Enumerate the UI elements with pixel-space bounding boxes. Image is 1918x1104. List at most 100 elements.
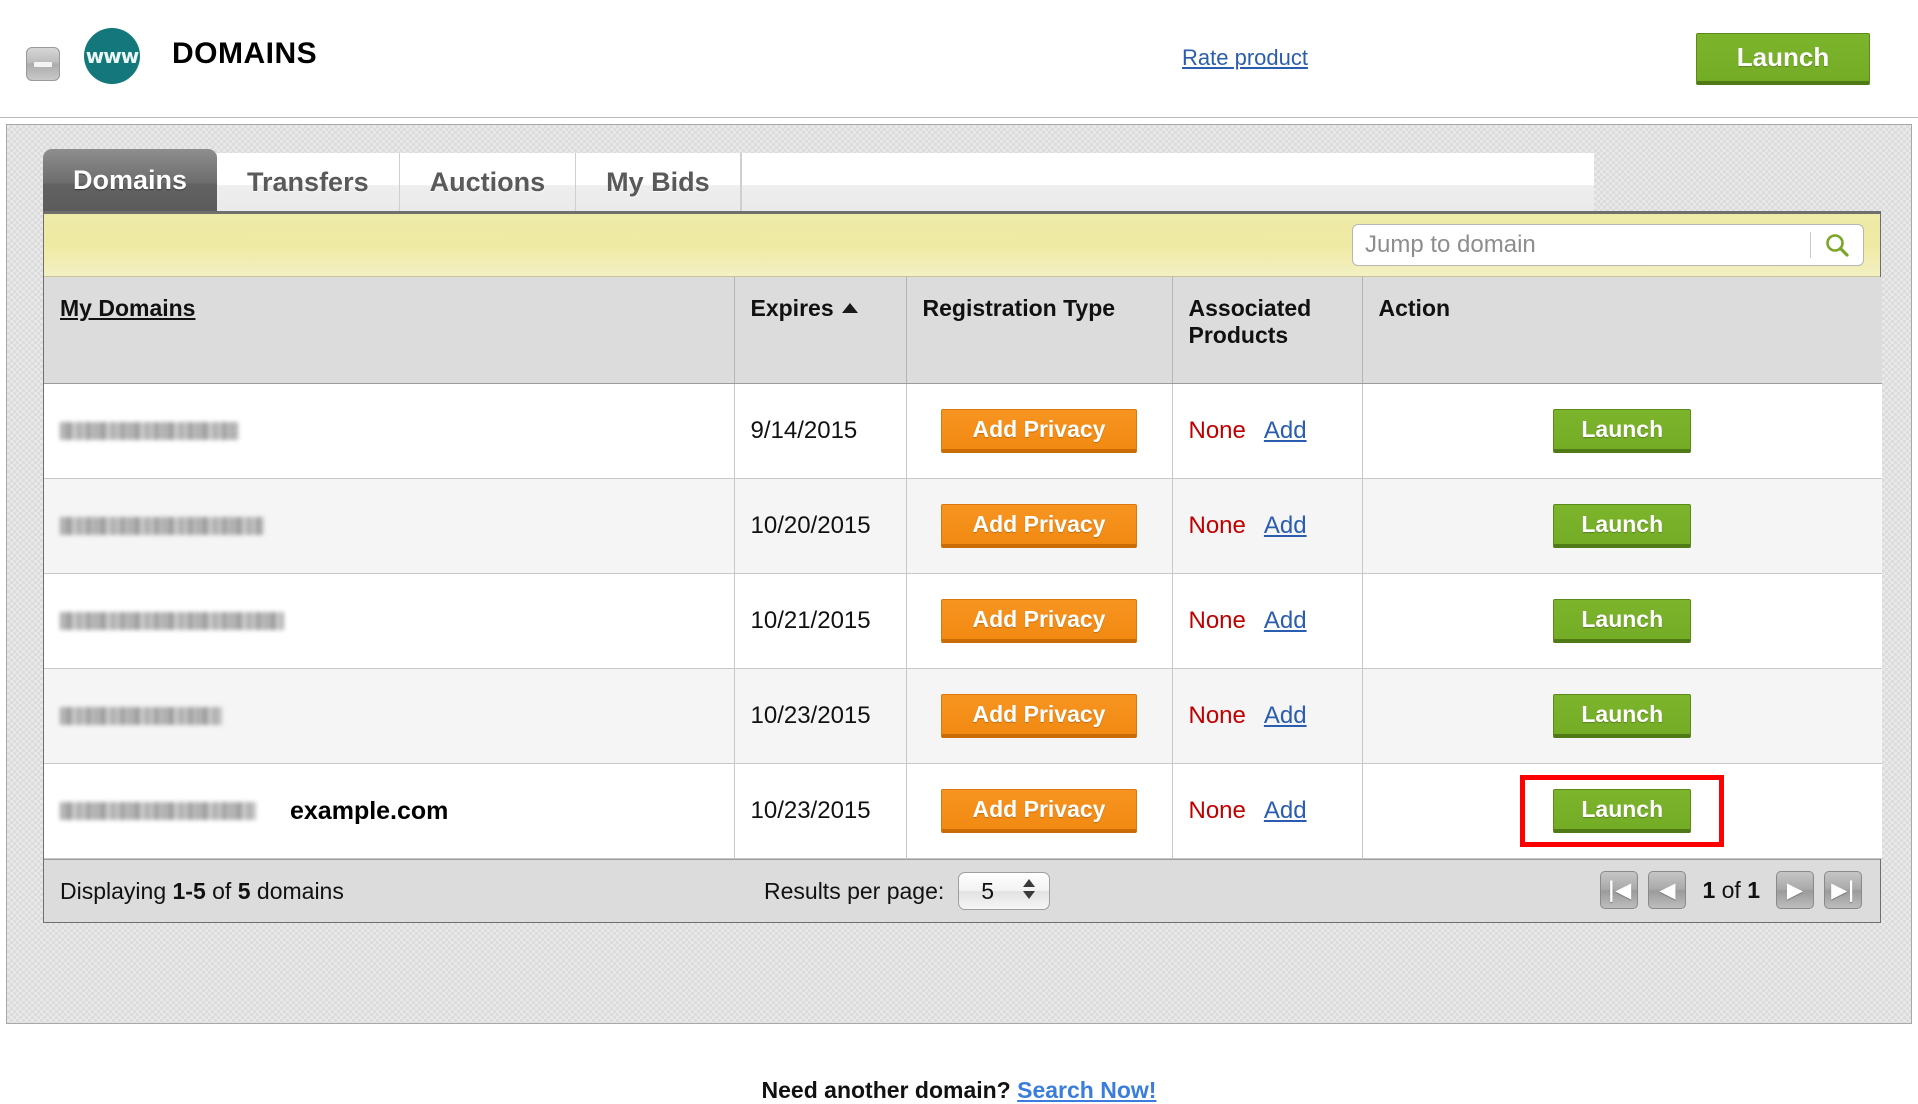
redacted-domain-bar xyxy=(60,517,264,536)
tab-bar: Domains Transfers Auctions My Bids xyxy=(43,149,1594,211)
displaying-range: 1-5 xyxy=(172,878,206,904)
need-another-domain-text: Need another domain? xyxy=(761,1077,1018,1103)
associated-products-add-link[interactable]: Add xyxy=(1263,417,1307,444)
add-privacy-button[interactable]: Add Privacy xyxy=(941,789,1137,833)
pager-current: 1 xyxy=(1702,876,1716,903)
cell-associated-products: None Add xyxy=(1172,383,1363,479)
column-header-my-domains[interactable]: My Domains xyxy=(44,277,735,384)
add-privacy-button[interactable]: Add Privacy xyxy=(941,409,1137,453)
pager-next-icon[interactable]: ▶ xyxy=(1776,871,1814,909)
cell-associated-products: None Add xyxy=(1172,573,1363,669)
cell-expires: 9/14/2015 xyxy=(734,383,907,479)
tab-transfers-label: Transfers xyxy=(247,166,369,197)
results-per-page-control: Results per page: 5 xyxy=(764,872,1051,910)
cell-expires: 10/23/2015 xyxy=(734,763,907,859)
row-launch-button[interactable]: Launch xyxy=(1553,599,1692,643)
table-row: 10/20/2015 Add Privacy None Add Launch xyxy=(44,478,1882,574)
cell-action: Launch xyxy=(1362,383,1882,479)
pager-position: 1 of 1 xyxy=(1702,877,1760,904)
associated-products-add-link[interactable]: Add xyxy=(1263,702,1307,729)
table-row: 10/23/2015 Add Privacy None Add Launch xyxy=(44,668,1882,764)
cell-action: Launch xyxy=(1362,573,1882,669)
cell-action: Launch xyxy=(1362,668,1882,764)
tab-auctions-label: Auctions xyxy=(429,166,546,197)
search-now-link[interactable]: Search Now! xyxy=(1017,1077,1157,1103)
cell-action: Launch xyxy=(1362,478,1882,574)
tab-my-bids[interactable]: My Bids xyxy=(576,153,741,211)
header-launch-button[interactable]: Launch xyxy=(1696,33,1870,85)
cell-action: Launch xyxy=(1362,763,1882,859)
cell-expires: 10/20/2015 xyxy=(734,478,907,574)
cell-expires: 10/23/2015 xyxy=(734,668,907,764)
redacted-domain-bar xyxy=(60,422,238,441)
table-header-row: My Domains Expires Registration Type Ass… xyxy=(44,277,1882,384)
row-launch-button[interactable]: Launch xyxy=(1553,504,1692,548)
cell-associated-products: None Add xyxy=(1172,763,1363,859)
cell-domain-name xyxy=(44,383,735,479)
column-header-associated-products-label: Associated Products xyxy=(1188,295,1312,348)
pagination-control: |◀ ◀ 1 of 1 ▶ ▶| xyxy=(1600,871,1862,909)
product-header: www DOMAINS Rate product Launch xyxy=(0,0,1918,118)
pager-prev-icon[interactable]: ◀ xyxy=(1648,871,1687,909)
displaying-prefix: Displaying xyxy=(60,878,173,904)
associated-products-value: None xyxy=(1188,417,1246,444)
redacted-domain-bar xyxy=(60,802,256,821)
displaying-total: 5 xyxy=(237,878,251,904)
table-footer: Displaying 1-5 of 5 domains Results per … xyxy=(44,859,1880,922)
table-row: example.com 10/23/2015 Add Privacy None A… xyxy=(44,763,1882,859)
domains-card: My Domains Expires Registration Type Ass… xyxy=(43,211,1882,923)
rate-product-link[interactable]: Rate product xyxy=(1182,45,1308,70)
associated-products-value: None xyxy=(1188,607,1246,634)
sort-ascending-icon xyxy=(841,303,858,313)
associated-products-add-link[interactable]: Add xyxy=(1263,797,1307,824)
need-another-domain: Need another domain? Search Now! xyxy=(7,1077,1911,1104)
row-launch-button[interactable]: Launch xyxy=(1553,409,1692,453)
arrow-up-icon xyxy=(1023,879,1036,887)
search-input[interactable] xyxy=(1353,231,1810,259)
pager-first-icon[interactable]: |◀ xyxy=(1600,871,1639,909)
associated-products-value: None xyxy=(1188,702,1246,729)
cell-domain-name xyxy=(44,573,735,669)
add-privacy-button[interactable]: Add Privacy xyxy=(941,599,1137,643)
www-logo-icon: www xyxy=(84,28,140,84)
results-per-page-value: 5 xyxy=(981,877,995,904)
table-row: 10/21/2015 Add Privacy None Add Launch xyxy=(44,573,1882,669)
pager-total: 1 xyxy=(1747,876,1760,903)
tab-filler xyxy=(740,153,1594,211)
domains-table-body: 9/14/2015 Add Privacy None Add Launch xyxy=(44,383,1882,859)
pager-last-icon[interactable]: ▶| xyxy=(1824,871,1862,909)
stepper-arrows-icon xyxy=(1023,879,1036,899)
domains-table: My Domains Expires Registration Type Ass… xyxy=(44,277,1882,859)
cell-domain-name xyxy=(44,478,735,574)
cell-registration-type: Add Privacy xyxy=(906,383,1173,479)
results-per-page-label: Results per page: xyxy=(764,877,945,904)
collapse-minus-icon[interactable] xyxy=(26,47,60,81)
row-launch-button[interactable]: Launch xyxy=(1553,694,1692,738)
app-panel: Domains Transfers Auctions My Bids xyxy=(6,124,1912,1103)
associated-products-value: None xyxy=(1188,797,1246,824)
associated-products-value: None xyxy=(1188,512,1246,539)
add-privacy-button[interactable]: Add Privacy xyxy=(941,504,1137,548)
associated-products-add-link[interactable]: Add xyxy=(1263,607,1307,634)
redacted-domain-bar xyxy=(60,707,222,726)
cell-registration-type: Add Privacy xyxy=(906,573,1173,669)
redacted-domain-bar xyxy=(60,612,284,631)
column-header-expires[interactable]: Expires xyxy=(734,277,907,384)
row-launch-button-highlighted[interactable]: Launch xyxy=(1553,789,1692,833)
highlight-annotation-box: Launch xyxy=(1520,775,1725,847)
tab-domains-label: Domains xyxy=(73,164,188,195)
displaying-mid: of xyxy=(205,878,238,904)
column-header-my-domains-label: My Domains xyxy=(60,295,196,321)
cell-associated-products: None Add xyxy=(1172,668,1363,764)
cell-associated-products: None Add xyxy=(1172,478,1363,574)
table-row: 9/14/2015 Add Privacy None Add Launch xyxy=(44,383,1882,479)
associated-products-add-link[interactable]: Add xyxy=(1263,512,1307,539)
results-per-page-select[interactable]: 5 xyxy=(958,872,1051,910)
tab-auctions[interactable]: Auctions xyxy=(399,153,577,211)
search-submit-button[interactable] xyxy=(1811,225,1863,265)
tab-domains[interactable]: Domains xyxy=(43,149,218,211)
cell-domain-name xyxy=(44,668,735,764)
add-privacy-button[interactable]: Add Privacy xyxy=(941,694,1137,738)
pager-of: of xyxy=(1715,876,1748,903)
tab-transfers[interactable]: Transfers xyxy=(217,153,400,211)
